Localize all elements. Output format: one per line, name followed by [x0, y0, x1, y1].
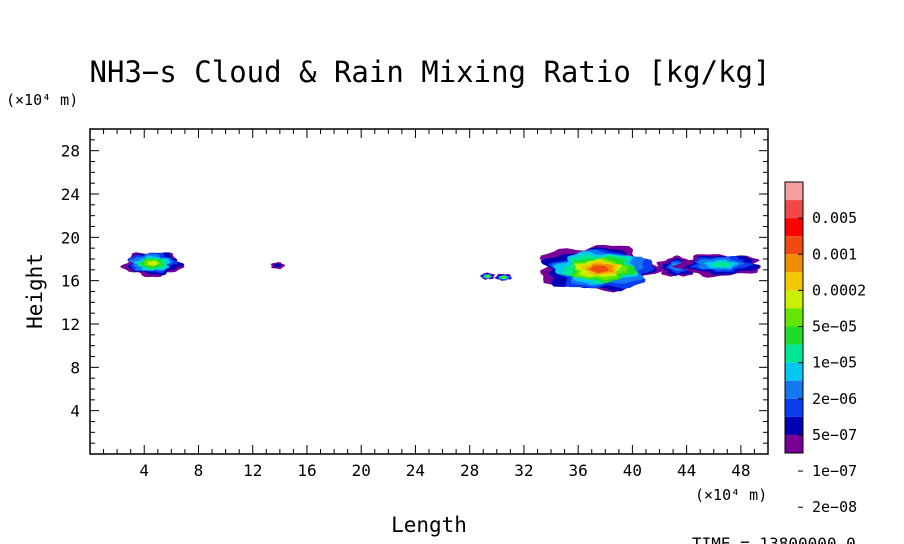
x-axis-unit: (×10⁴ m): [695, 486, 767, 504]
field-contour: [273, 263, 282, 268]
y-tick-label: 28: [61, 142, 80, 161]
x-tick-label: 32: [514, 461, 533, 480]
x-tick-label: 44: [677, 461, 696, 480]
y-tick-label: 20: [61, 228, 80, 247]
field-contour: [147, 260, 159, 266]
colorbar-swatch: [785, 308, 803, 327]
colorbar-swatch: [785, 182, 803, 201]
x-tick-label: 4: [139, 461, 149, 480]
colorbar-label: 0.0002: [812, 281, 866, 299]
x-tick-label: 28: [460, 461, 479, 480]
x-tick-label: 12: [243, 461, 262, 480]
x-tick-label: 8: [194, 461, 204, 480]
colorbar-label: 0.005: [812, 209, 857, 227]
colorbar-label: 0.001: [812, 245, 857, 263]
colorbar-swatch: [785, 380, 803, 399]
field-contour: [710, 261, 732, 268]
colorbar-swatch: [785, 398, 803, 417]
colorbar-swatch: [785, 272, 803, 291]
colorbar-frame: [784, 181, 804, 454]
colorbar-label: 2e−08: [812, 498, 857, 516]
field-contour: [485, 274, 490, 278]
colorbar-label: 1e−07: [812, 462, 857, 480]
plot-fields: [120, 244, 762, 293]
colorbar-swatch: [785, 290, 803, 309]
y-axis-unit: (×10⁴ m): [6, 91, 78, 109]
colorbar-label: 1e−05: [812, 354, 857, 372]
x-tick-label: 16: [297, 461, 316, 480]
colorbar-swatch: [785, 416, 803, 435]
field-contour: [589, 265, 609, 273]
y-tick-label: 16: [61, 272, 80, 291]
x-tick-label: 48: [731, 461, 750, 480]
plot-frame: [89, 128, 769, 455]
y-tick-label: 24: [61, 185, 80, 204]
colorbar-swatch: [785, 362, 803, 381]
colorbar-swatch: [785, 236, 803, 255]
x-tick-label: 36: [569, 461, 588, 480]
x-axis-label: Length: [391, 513, 467, 537]
y-tick-label: 12: [61, 315, 80, 334]
colorbar-label: 2e−06: [812, 390, 857, 408]
x-tick-label: 24: [406, 461, 425, 480]
colorbar-swatch: [785, 254, 803, 273]
y-tick-label: 4: [70, 402, 80, 421]
field-contour: [501, 276, 506, 280]
colorbar-swatch: [785, 200, 803, 219]
colorbar-swatch: [785, 326, 803, 345]
colorbar-swatch: [785, 218, 803, 237]
time-readout: TIME = 13800000.0: [692, 534, 856, 544]
y-tick-label: 8: [70, 358, 80, 377]
y-axis-label: Height: [23, 253, 47, 329]
colorbar-label: 5e−07: [812, 426, 857, 444]
colorbar-swatch: [785, 344, 803, 363]
chart-title: NH3−s Cloud & Rain Mixing Ratio [kg/kg]: [90, 55, 771, 89]
colorbar: 0.005 0.001 0.0002 5e−05 1e−05 2e−06 5e−07 1e−0…: [784, 181, 866, 516]
colorbar-label: 5e−05: [812, 318, 857, 336]
colorbar-swatch: [785, 434, 803, 453]
x-tick-label: 40: [623, 461, 642, 480]
x-tick-label: 20: [352, 461, 371, 480]
